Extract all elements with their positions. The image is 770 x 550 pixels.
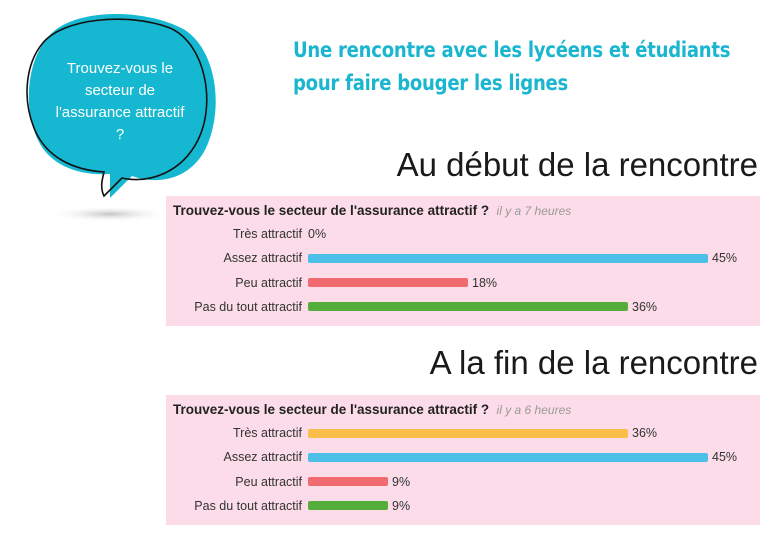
bar-2 bbox=[308, 452, 708, 462]
category-label: Très attractif bbox=[233, 227, 302, 241]
bubble-shadow bbox=[48, 206, 172, 222]
section-title-end: A la fin de la rencontre bbox=[429, 344, 758, 381]
poll-header: Trouvez-vous le secteur de l'assurance a… bbox=[173, 401, 571, 419]
value-label: 45% bbox=[712, 450, 738, 465]
category-label: Assez attractif bbox=[223, 251, 303, 266]
bubble-shape bbox=[28, 13, 216, 198]
value-label: 9% bbox=[392, 474, 411, 489]
bar-4 bbox=[308, 302, 628, 312]
bubble-outline bbox=[26, 18, 208, 198]
poll-panel-end: Trouvez-vous le secteur de l'assurance a… bbox=[166, 395, 760, 525]
bar-3 bbox=[308, 477, 388, 487]
poll-question: Trouvez-vous le secteur de l'assurance a… bbox=[173, 203, 490, 218]
bar-3 bbox=[308, 278, 468, 288]
bar-1 bbox=[308, 428, 628, 438]
value-label: 45% bbox=[712, 251, 738, 266]
section-title-start: Au début de la rencontre bbox=[396, 146, 758, 183]
value-label: 18% bbox=[472, 275, 498, 290]
category-label: Pas du tout attractif bbox=[194, 299, 302, 314]
poll-header: Trouvez-vous le secteur de l'assurance a… bbox=[173, 202, 571, 220]
poll-timestamp: il y a 6 heures bbox=[496, 403, 572, 417]
value-label: 36% bbox=[632, 426, 658, 440]
headline-line-1: Une rencontre avec les lycéens et étudia… bbox=[293, 38, 731, 62]
value-label: 0% bbox=[308, 227, 327, 241]
bubble-text: Trouvez-vous le secteur de l'assurance a… bbox=[55, 60, 185, 143]
category-label: Très attractif bbox=[233, 426, 302, 440]
value-label: 9% bbox=[392, 498, 411, 513]
bar-2 bbox=[308, 253, 708, 263]
poll-question: Trouvez-vous le secteur de l'assurance a… bbox=[173, 402, 490, 417]
speech-bubble bbox=[26, 13, 216, 222]
poll-panel-start: Trouvez-vous le secteur de l'assurance a… bbox=[166, 196, 760, 326]
value-label: 36% bbox=[632, 299, 658, 314]
category-label: Peu attractif bbox=[235, 474, 302, 489]
headline-line-2: pour faire bouger les lignes bbox=[293, 71, 569, 95]
category-label: Peu attractif bbox=[235, 275, 302, 290]
category-label: Pas du tout attractif bbox=[194, 498, 302, 513]
category-label: Assez attractif bbox=[223, 450, 303, 465]
headline: Une rencontre avec les lycéens et étudia… bbox=[293, 34, 731, 100]
poll-timestamp: il y a 7 heures bbox=[496, 204, 572, 218]
bar-4 bbox=[308, 501, 388, 511]
